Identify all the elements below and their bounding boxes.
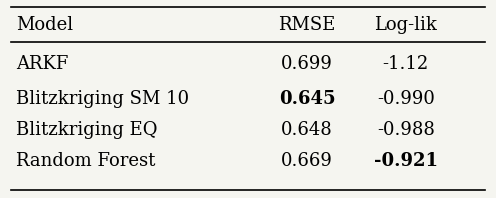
Text: 0.669: 0.669 (281, 152, 333, 170)
Text: Log-lik: Log-lik (374, 16, 437, 34)
Text: Blitzkriging SM 10: Blitzkriging SM 10 (16, 90, 189, 108)
Text: 0.648: 0.648 (281, 121, 333, 139)
Text: Random Forest: Random Forest (16, 152, 156, 170)
Text: RMSE: RMSE (278, 16, 336, 34)
Text: -0.990: -0.990 (377, 90, 435, 108)
Text: -0.988: -0.988 (377, 121, 435, 139)
Text: 0.699: 0.699 (281, 55, 333, 73)
Text: Model: Model (16, 16, 73, 34)
Text: -1.12: -1.12 (383, 55, 429, 73)
Text: -0.921: -0.921 (374, 152, 438, 170)
Text: ARKF: ARKF (16, 55, 68, 73)
Text: 0.645: 0.645 (279, 90, 335, 108)
Text: Blitzkriging EQ: Blitzkriging EQ (16, 121, 158, 139)
